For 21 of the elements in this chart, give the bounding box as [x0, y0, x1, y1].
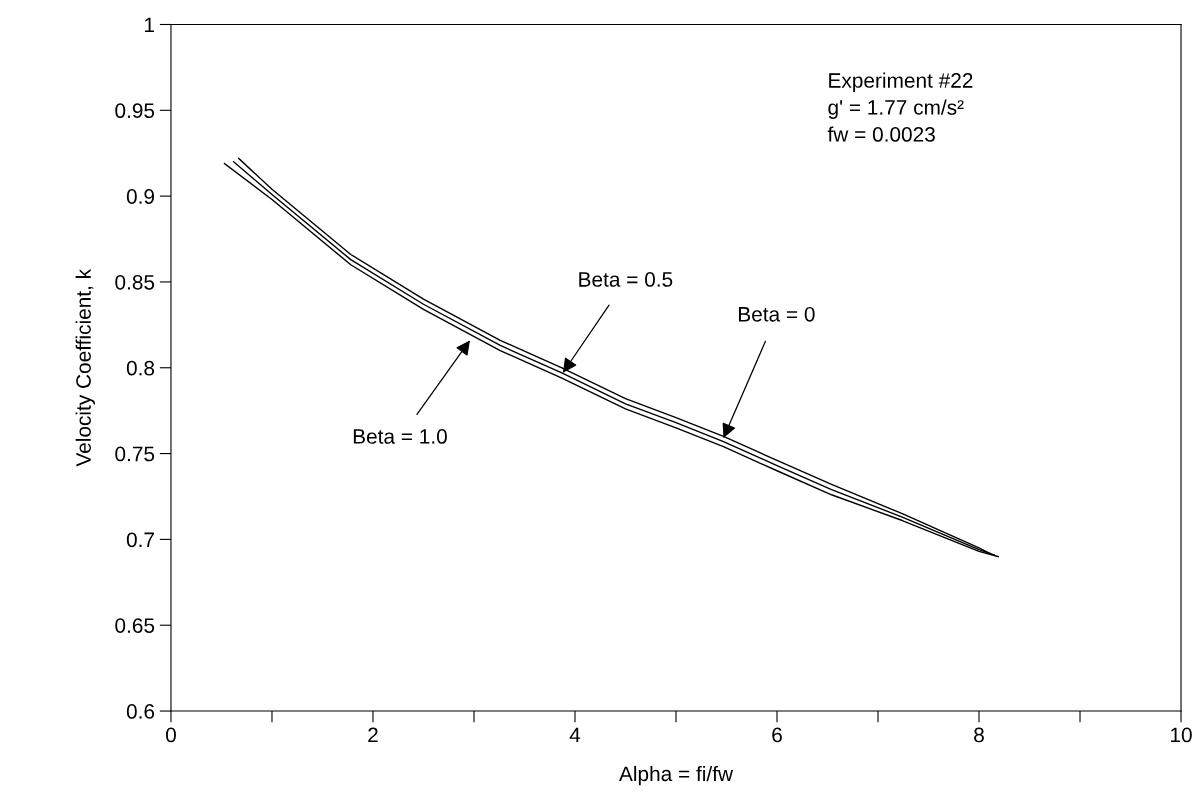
y-tick-label: 0.95 [115, 103, 155, 119]
y-axis-title: Velocity Coefficient, k [75, 268, 96, 467]
y-tick-label: 0.65 [115, 618, 155, 633]
y-tick-label: 0.75 [115, 446, 155, 462]
y-tick-label: 0.9 [126, 189, 155, 204]
y-tick-label: 0.85 [115, 274, 155, 290]
annotation: Beta = 0.5 [579, 272, 673, 287]
annotation: Beta = 0 [739, 306, 815, 322]
x-tick-label: 10 [1171, 727, 1192, 743]
x-tick-label: 2 [368, 727, 378, 743]
x-axis-title: Alpha = fi/fw [619, 765, 734, 786]
annotation: Beta = 1.0 [353, 429, 447, 444]
y-tick-label: 0.6 [126, 704, 155, 719]
y-tick-label: 0.8 [126, 360, 155, 376]
x-tick-label: 8 [974, 727, 984, 743]
x-tick-label: 6 [772, 727, 782, 743]
annotation: Experiment #22 g' = 1.77 cm/s² fw = 0.0023 [827, 72, 973, 142]
y-tick-label: 0.7 [126, 532, 154, 548]
y-tick-label: 1 [145, 17, 154, 33]
x-tick-label: 0 [166, 727, 176, 743]
x-tick-label: 4 [569, 727, 581, 743]
